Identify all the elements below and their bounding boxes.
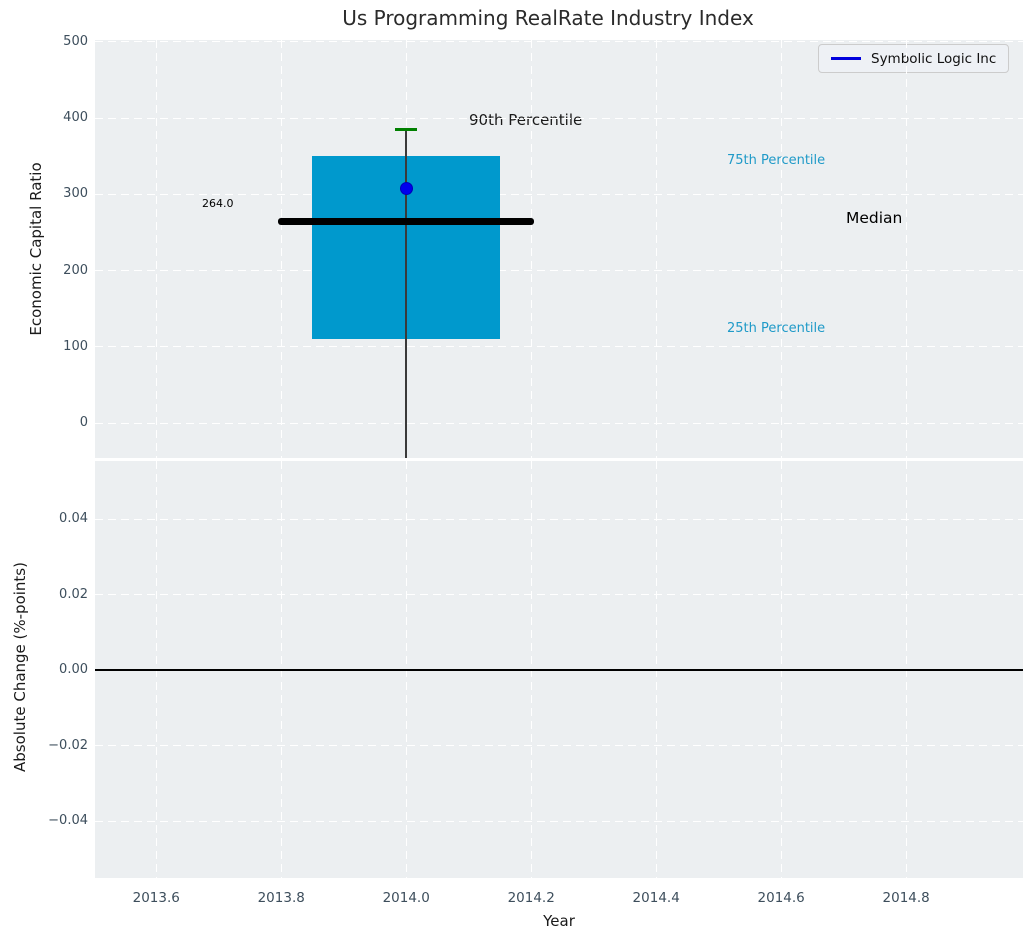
x-axis-label: Year xyxy=(543,912,575,930)
gridline-vertical xyxy=(155,40,157,458)
p90-cap xyxy=(394,128,418,132)
x-tick-label: 2014.2 xyxy=(507,890,555,906)
y-tick-label: 0.02 xyxy=(59,586,88,602)
gridline-horizontal xyxy=(95,594,1023,596)
y-tick-label: 200 xyxy=(63,262,88,278)
gridline-horizontal xyxy=(95,820,1023,822)
company-data-point xyxy=(399,181,413,195)
x-tick-label: 2014.8 xyxy=(882,890,930,906)
gridline-horizontal xyxy=(95,41,1023,43)
x-tick-label: 2013.6 xyxy=(132,890,180,906)
y-tick-label: 0.04 xyxy=(59,511,88,527)
gridline-horizontal xyxy=(95,346,1023,348)
chart-title: Us Programming RealRate Industry Index xyxy=(342,6,754,30)
gridline-horizontal xyxy=(95,518,1023,520)
bottom-y-axis-label: Absolute Change (%-points) xyxy=(11,562,29,772)
gridline-vertical xyxy=(905,40,907,458)
y-tick-label: 400 xyxy=(63,110,88,126)
y-tick-label: −0.02 xyxy=(48,737,88,753)
gridline-horizontal xyxy=(95,117,1023,119)
gridline-horizontal xyxy=(95,422,1023,424)
gridline-horizontal xyxy=(95,193,1023,195)
gridline-horizontal xyxy=(95,745,1023,747)
y-tick-label: 0 xyxy=(79,415,88,431)
gridline-vertical xyxy=(780,40,782,458)
y-tick-label: 300 xyxy=(63,186,88,202)
x-tick-label: 2014.0 xyxy=(382,890,430,906)
annotation-median-value: 264.0 xyxy=(202,197,234,210)
whisker-line xyxy=(405,129,407,458)
median-line xyxy=(278,218,535,226)
zero-reference-line xyxy=(95,669,1023,672)
y-tick-label: 500 xyxy=(63,33,88,49)
x-tick-label: 2014.6 xyxy=(757,890,805,906)
legend-line-swatch xyxy=(831,57,861,60)
legend: Symbolic Logic Inc xyxy=(818,44,1010,73)
gridline-horizontal xyxy=(95,270,1023,272)
gridline-vertical xyxy=(655,40,657,458)
legend-label: Symbolic Logic Inc xyxy=(871,50,997,67)
top-axes-economic-capital-ratio xyxy=(95,40,1023,458)
y-tick-label: 100 xyxy=(63,338,88,354)
annotation-25th-percentile: 25th Percentile xyxy=(727,321,826,336)
y-tick-label: −0.04 xyxy=(48,813,88,829)
x-tick-label: 2013.8 xyxy=(257,890,305,906)
y-tick-label: 0.00 xyxy=(59,662,88,678)
x-tick-label: 2014.4 xyxy=(632,890,680,906)
gridline-vertical xyxy=(280,40,282,458)
gridline-vertical xyxy=(530,40,532,458)
annotation-90th-percentile: 90th Percentile xyxy=(469,111,583,129)
annotation-median: Median xyxy=(846,209,903,227)
annotation-75th-percentile: 75th Percentile xyxy=(727,153,826,168)
